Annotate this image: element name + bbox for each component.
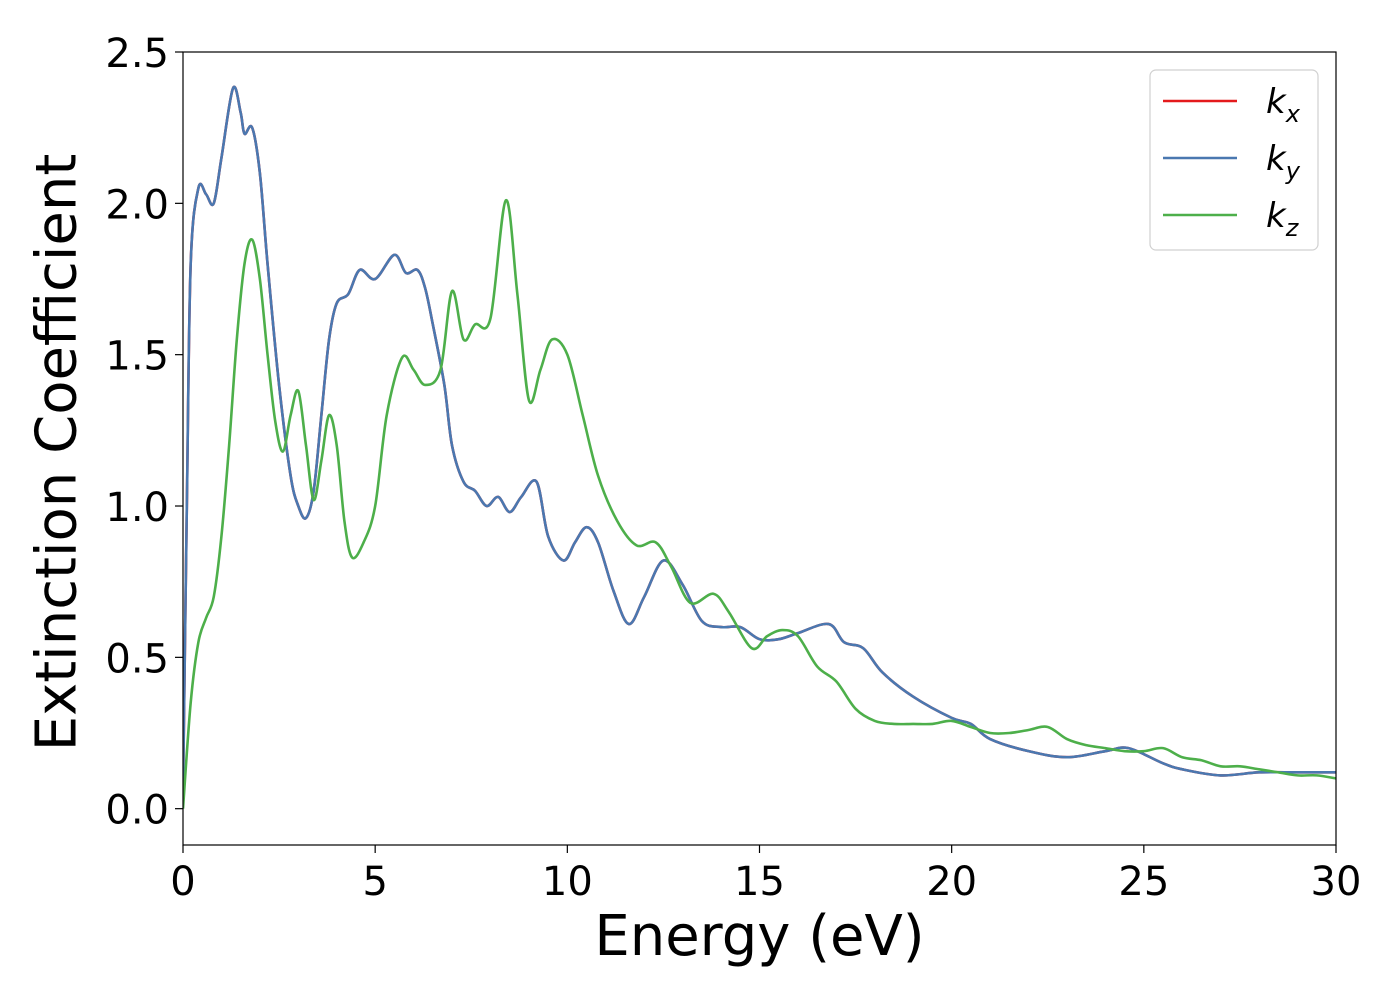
x-axis-title: Energy (eV): [594, 904, 924, 969]
legend-label-subscript: y: [1285, 157, 1301, 185]
y-axis-title: Extinction Coefficient: [25, 154, 90, 752]
series-line-y: [183, 85, 1336, 794]
legend-label-x: kx: [1266, 82, 1301, 128]
y-tick-label: 0.0: [105, 788, 169, 834]
legend-label-base: k: [1266, 139, 1287, 179]
x-tick-label: 25: [1118, 859, 1169, 905]
y-tick-label: 1.5: [105, 334, 169, 380]
plot-lines: [183, 85, 1336, 809]
x-tick-label: 5: [362, 859, 387, 905]
legend-label-z: kz: [1266, 196, 1300, 242]
x-tick-label: 30: [1311, 859, 1362, 905]
x-tick-label: 10: [542, 859, 593, 905]
legend-label-subscript: x: [1285, 100, 1301, 128]
y-tick-label: 2.0: [105, 182, 169, 228]
y-tick-label: 2.5: [105, 31, 169, 77]
y-tick-label: 1.0: [105, 485, 169, 531]
y-axis: 0.0 0.5 1.0 1.5 2.0 2.5: [105, 31, 183, 834]
x-axis: 0 5 10 15 20 25 30: [170, 845, 1361, 905]
y-tick-label: 0.5: [105, 636, 169, 682]
x-tick-label: 20: [926, 859, 977, 905]
legend-label-subscript: z: [1285, 214, 1300, 242]
series-line-z: [183, 198, 1336, 809]
legend-box: [1149, 69, 1319, 251]
x-tick-label: 15: [734, 859, 785, 905]
legend-label-base: k: [1266, 196, 1287, 236]
x-tick-label: 0: [170, 859, 195, 905]
legend-label-base: k: [1266, 82, 1287, 122]
legend-label-y: ky: [1266, 139, 1301, 185]
